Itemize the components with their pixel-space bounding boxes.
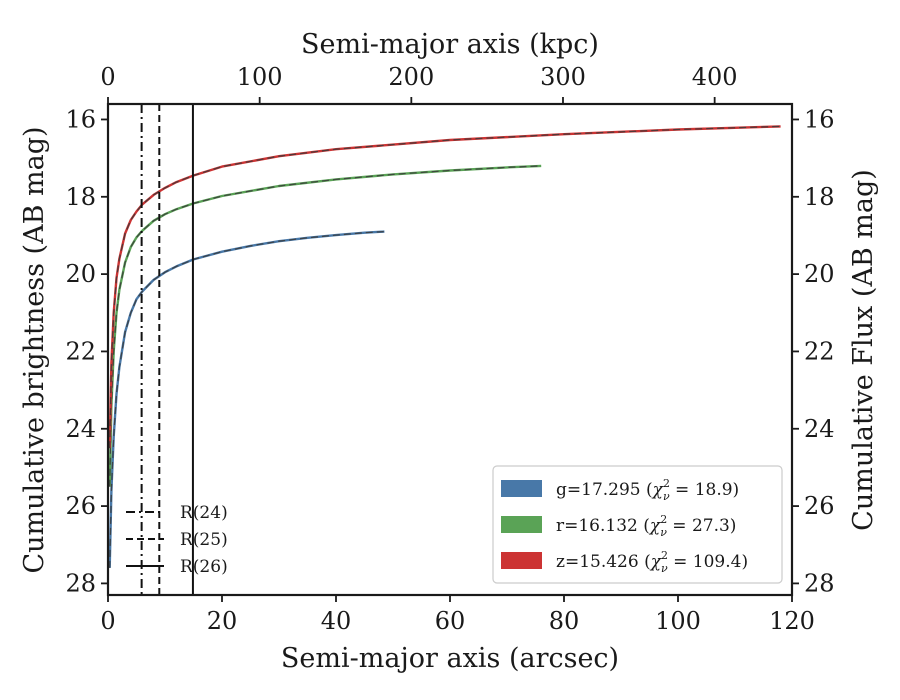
y2-tick-label-6: 28 xyxy=(804,569,835,597)
radius-lines xyxy=(140,104,194,595)
y2-tick-label-0: 16 xyxy=(804,105,835,133)
x-tick-label-1: 20 xyxy=(207,607,238,635)
legend-label-1: r=16.132 (χ2 ν = 27.3) xyxy=(556,513,736,539)
x2-axis-title: Semi-major axis (kpc) xyxy=(301,29,599,60)
y-tick-label-0: 16 xyxy=(65,105,96,133)
legend-box xyxy=(492,465,783,584)
radius-legend-label-0: R(24) xyxy=(180,503,228,523)
x2-tick-label-1: 100 xyxy=(237,63,283,91)
radius-legend-label-1: R(25) xyxy=(180,530,228,550)
y-tick-label-6: 28 xyxy=(65,569,96,597)
x-tick-label-4: 80 xyxy=(549,607,580,635)
y-axis-title: Cumulative brightness (AB mag) xyxy=(19,126,50,573)
y2-tick-label-5: 26 xyxy=(804,492,835,520)
y2-axis-title: Cumulative Flux (AB mag) xyxy=(848,169,879,531)
model-line-1 xyxy=(109,165,542,487)
y-tick-label-3: 22 xyxy=(65,337,96,365)
series-line-0 xyxy=(108,230,385,568)
y-tick-label-1: 18 xyxy=(65,183,96,211)
x-tick-label-2: 40 xyxy=(321,607,352,635)
y-tick-label-5: 26 xyxy=(65,492,96,520)
axis-ticks: 0 20 40 60 80 100 120 0 100 200 300 400 16 16 18 18 20 20… xyxy=(65,63,834,635)
series-line-2 xyxy=(108,125,781,449)
x-tick-label-0: 0 xyxy=(100,607,115,635)
model-line-0 xyxy=(109,230,385,568)
legend-label-0: g=17.295 (χ2 ν = 18.9) xyxy=(556,477,739,503)
x2-tick-label-4: 400 xyxy=(692,63,738,91)
x-axis-title: Semi-major axis (arcsec) xyxy=(281,643,619,674)
series-legend: g=17.295 (χ2 ν = 18.9) r=16.132 (χ2 ν = 27.… xyxy=(492,465,783,584)
y2-tick-label-4: 24 xyxy=(804,415,835,443)
x-tick-label-3: 60 xyxy=(435,607,466,635)
y2-tick-label-2: 20 xyxy=(804,260,835,288)
legend-swatch-1 xyxy=(501,516,542,533)
x2-tick-label-2: 200 xyxy=(388,63,434,91)
y2-tick-label-1: 18 xyxy=(804,183,835,211)
legend-swatch-2 xyxy=(501,552,542,569)
radius-legend: R(24) R(25) R(26) xyxy=(126,503,228,577)
model-line-2 xyxy=(109,125,781,449)
x2-tick-label-3: 300 xyxy=(540,63,586,91)
series-line-1 xyxy=(108,164,542,487)
x-tick-label-5: 100 xyxy=(655,607,701,635)
y-tick-label-2: 20 xyxy=(65,260,96,288)
x2-tick-label-0: 0 xyxy=(100,63,115,91)
legend-swatch-0 xyxy=(501,480,542,497)
radius-legend-label-2: R(26) xyxy=(180,557,228,577)
x-tick-label-6: 120 xyxy=(769,607,815,635)
legend-label-2: z=15.426 (χ2 ν = 109.4) xyxy=(556,549,748,575)
y-tick-label-4: 24 xyxy=(65,415,96,443)
y2-tick-label-3: 22 xyxy=(804,337,835,365)
